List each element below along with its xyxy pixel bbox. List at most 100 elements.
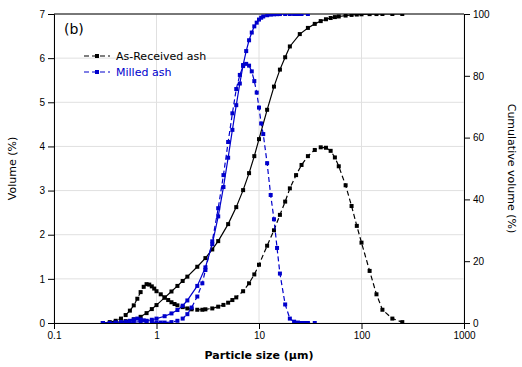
marker — [244, 49, 248, 53]
y2-axis-title: Cumulative volume (%) — [505, 104, 518, 234]
marker — [114, 321, 118, 323]
marker — [155, 289, 159, 293]
tick: 60 — [464, 132, 485, 143]
tick-mark — [48, 191, 54, 192]
marks — [101, 14, 404, 323]
marker — [181, 304, 185, 308]
marker — [252, 24, 256, 28]
tick-label: 7 — [39, 9, 45, 20]
marker — [360, 241, 364, 245]
marker — [374, 292, 378, 296]
marker — [319, 145, 323, 149]
marker — [350, 14, 354, 17]
marker — [114, 321, 118, 323]
marker — [319, 19, 323, 23]
marker — [259, 121, 263, 125]
series-line — [103, 64, 315, 323]
marker — [234, 103, 238, 107]
marker — [272, 85, 276, 89]
marker — [124, 320, 128, 323]
marker — [250, 69, 254, 73]
marker — [139, 290, 143, 294]
tick-mark — [259, 323, 260, 329]
tick-mark — [464, 14, 470, 15]
tick-label: 40 — [473, 194, 485, 205]
marker — [355, 224, 359, 228]
marker — [101, 321, 105, 323]
marker — [119, 317, 123, 321]
tick-label: 6 — [39, 53, 45, 64]
marker — [238, 82, 242, 86]
marker — [175, 303, 179, 307]
marker — [313, 22, 317, 26]
marker — [368, 269, 372, 273]
tick-mark — [157, 323, 158, 329]
marker — [283, 55, 287, 59]
series-line — [103, 14, 402, 323]
tick-mark — [48, 14, 54, 15]
axis-line — [465, 15, 471, 324]
tick-label: 100 — [473, 9, 490, 20]
marker — [145, 319, 149, 323]
marker — [313, 148, 317, 152]
marker — [210, 242, 214, 246]
marker — [163, 295, 167, 299]
plot-area: 0.1110100100001234567020406080100 — [39, 9, 490, 341]
marker — [216, 214, 220, 218]
marker — [226, 222, 230, 226]
marker — [175, 308, 179, 312]
marker — [139, 320, 143, 323]
marker — [226, 140, 230, 144]
x-axis: 0.11101001000 — [48, 323, 477, 341]
tick-mark — [48, 235, 54, 236]
marker — [261, 14, 265, 18]
marker — [355, 14, 359, 17]
marker — [175, 319, 179, 323]
marker — [169, 311, 173, 315]
tick-mark — [464, 76, 470, 77]
marker — [101, 321, 105, 323]
marker — [124, 321, 128, 323]
series — [101, 62, 317, 323]
marker — [101, 321, 105, 323]
marker — [247, 171, 251, 175]
tick: 100 — [354, 323, 371, 341]
marker — [163, 296, 167, 300]
legend-marker — [95, 54, 99, 58]
series — [101, 145, 404, 323]
marker — [150, 307, 154, 311]
marker — [278, 213, 282, 217]
marker — [278, 14, 282, 16]
marker — [300, 14, 304, 16]
chart-container: 0.1110100100001234567020406080100Particl… — [0, 0, 522, 367]
series — [101, 14, 310, 323]
marker — [350, 204, 354, 208]
tick: 2 — [39, 229, 54, 240]
marker — [380, 14, 384, 16]
marker — [195, 308, 199, 312]
marker — [101, 321, 105, 323]
marker — [261, 132, 265, 136]
y-axis-title: Volume (%) — [6, 137, 19, 200]
marker — [247, 38, 251, 42]
marker — [203, 307, 207, 311]
tick-mark — [464, 138, 470, 139]
legend-entry: Milled ash — [84, 66, 171, 79]
title: (b) — [64, 21, 84, 37]
marker — [195, 295, 199, 299]
marker — [329, 149, 333, 153]
tick: 100 — [464, 9, 490, 20]
marker — [163, 314, 167, 318]
tick-label: 20 — [473, 256, 485, 267]
marker — [300, 163, 304, 167]
marker — [221, 185, 225, 189]
series — [101, 14, 404, 323]
marker — [226, 301, 230, 305]
marker — [155, 317, 159, 321]
tick-label: 0 — [473, 318, 479, 329]
tick: 80 — [464, 71, 485, 82]
marker — [313, 321, 317, 323]
marker — [195, 284, 199, 288]
marker — [175, 284, 179, 288]
grid — [54, 14, 464, 323]
